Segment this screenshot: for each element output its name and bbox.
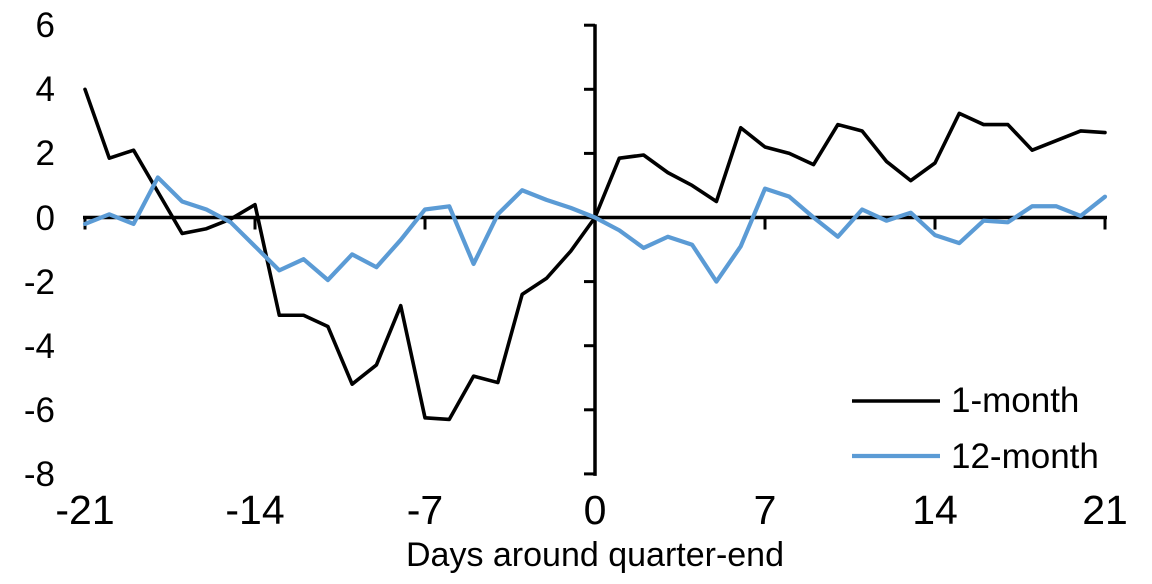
y-tick-label: -2 (23, 262, 55, 302)
x-tick-label: 14 (912, 487, 958, 533)
series-line-12-month (82, 175, 1108, 284)
x-tick-label: -14 (225, 487, 285, 533)
y-tick-label: 4 (35, 70, 55, 110)
y-tick-label: 0 (35, 198, 55, 238)
y-tick-label: -6 (23, 390, 55, 430)
y-tick-label: -4 (23, 326, 55, 366)
x-axis-title: Days around quarter-end (405, 536, 785, 574)
x-tick-label: -21 (55, 487, 115, 533)
x-tick-label: 7 (753, 487, 777, 533)
y-tick-label: 2 (35, 134, 55, 174)
x-tick-label: 0 (583, 487, 607, 533)
legend-label-1-month: 1-month (951, 381, 1080, 420)
y-tick-label: 6 (35, 6, 55, 46)
legend-label-12-month: 12-month (951, 437, 1099, 476)
x-tick-label: 21 (1082, 487, 1128, 533)
x-tick-label: -7 (406, 487, 444, 533)
y-tick-label: -8 (23, 454, 55, 494)
